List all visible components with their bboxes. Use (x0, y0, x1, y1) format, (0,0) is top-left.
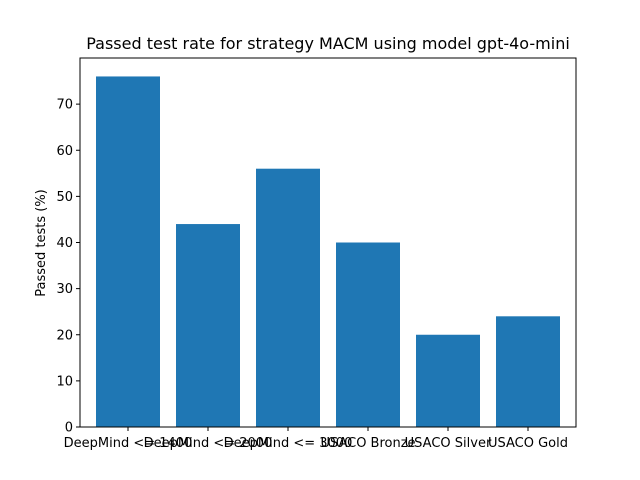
bar (176, 224, 240, 427)
y-axis-ticks: 0 10 20 30 40 50 60 70 (56, 98, 80, 436)
plot-frame (79, 57, 577, 428)
y-tick-label: 40 (56, 236, 73, 251)
y-tick-label: 70 (56, 98, 73, 113)
y-tick-label: 50 (56, 190, 73, 205)
y-tick-label: 10 (56, 374, 73, 389)
y-axis-label: Passed tests (%) (34, 189, 49, 297)
bar (336, 242, 400, 427)
y-tick-label: 20 (56, 328, 73, 343)
x-tick-label: DeepMind <= 2000 (144, 436, 273, 451)
bar (256, 168, 320, 427)
bar (496, 316, 560, 427)
x-tick-label: DeepMind <= 3000 (224, 436, 353, 451)
y-tick-label: 30 (56, 282, 73, 297)
bar (416, 334, 480, 427)
x-tick-label: DeepMind <= 1400 (64, 436, 193, 451)
x-tick-label: USACO Bronze (320, 436, 415, 451)
x-tick-label: USACO Gold (488, 436, 568, 451)
bar (96, 76, 160, 427)
y-tick-label: 60 (56, 144, 73, 159)
y-tick-label: 0 (65, 421, 73, 436)
bars-group (96, 76, 560, 427)
x-tick-label: USACO Silver (405, 436, 492, 451)
chart-title: Passed test rate for strategy MACM using… (86, 34, 570, 53)
